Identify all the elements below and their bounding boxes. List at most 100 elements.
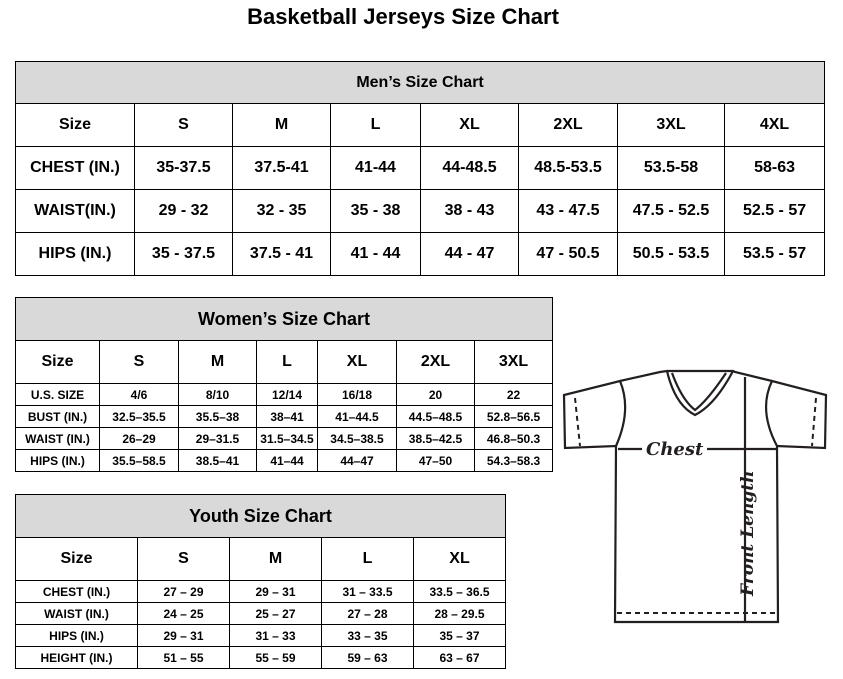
header-row: Size S M L XL 2XL 3XL 4XL xyxy=(15,103,826,147)
table-cell: S xyxy=(99,340,179,384)
row-label: Size xyxy=(15,340,100,384)
table-cell: 35.5–38 xyxy=(178,405,257,428)
table-cell: 29–31.5 xyxy=(178,427,257,450)
table-cell: 27 – 28 xyxy=(321,602,414,625)
table-cell: 2XL xyxy=(518,103,618,147)
table-cell: 12/14 xyxy=(256,383,318,406)
table-cell: 27 – 29 xyxy=(137,580,230,603)
table-cell: 29 - 32 xyxy=(134,189,233,233)
table-row: CHEST (IN.) 35-37.5 37.5-41 41-44 44-48.5 48.… xyxy=(15,146,826,190)
row-label: HEIGHT (IN.) xyxy=(15,646,138,669)
table-cell: L xyxy=(256,340,318,384)
table-cell: 8/10 xyxy=(178,383,257,406)
table-cell: S xyxy=(134,103,233,147)
table-cell: 59 – 63 xyxy=(321,646,414,669)
womens-size-table: Women’s Size Chart Size S M L XL 2XL 3XL U.S. SI… xyxy=(14,297,554,472)
table-cell: 29 – 31 xyxy=(137,624,230,647)
table-cell: 63 – 67 xyxy=(412,646,507,669)
table-cell: 52.5 - 57 xyxy=(723,189,826,233)
table-cell: L xyxy=(321,537,414,581)
table-cell: 58-63 xyxy=(723,146,826,190)
table-cell: 38.5–41 xyxy=(178,449,257,472)
table-cell: 3XL xyxy=(473,340,554,384)
table-cell: 38 - 43 xyxy=(420,189,519,233)
table-cell: 51 – 55 xyxy=(137,646,230,669)
table-cell: 55 – 59 xyxy=(229,646,322,669)
youth-table-title: Youth Size Chart xyxy=(14,494,507,538)
row-label: BUST (IN.) xyxy=(15,405,100,428)
mens-table-title: Men’s Size Chart xyxy=(14,61,826,104)
table-cell: 33 – 35 xyxy=(321,624,414,647)
table-cell: XL xyxy=(420,103,519,147)
page-title: Basketball Jerseys Size Chart xyxy=(247,4,559,29)
youth-size-table: Youth Size Chart Size S M L XL CHEST (IN.) 27 –… xyxy=(14,494,507,669)
table-cell: L xyxy=(330,103,421,147)
table-cell: 48.5-53.5 xyxy=(518,146,618,190)
table-cell: 53.5-58 xyxy=(617,146,725,190)
table-cell: 3XL xyxy=(617,103,725,147)
table-cell: 44-48.5 xyxy=(420,146,519,190)
table-cell: 31 – 33 xyxy=(229,624,322,647)
table-cell: 29 – 31 xyxy=(229,580,322,603)
table-cell: 43 - 47.5 xyxy=(518,189,618,233)
row-label: Size xyxy=(15,103,135,147)
table-cell: 16/18 xyxy=(317,383,397,406)
table-cell: 44–47 xyxy=(317,449,397,472)
table-row: BUST (IN.) 32.5–35.5 35.5–38 38–41 41–44.5 44… xyxy=(15,405,554,428)
table-row: HIPS (IN.) 35.5–58.5 38.5–41 41–44 44–47 47–5… xyxy=(15,449,554,472)
row-label: HIPS (IN.) xyxy=(15,449,100,472)
table-cell: 22 xyxy=(473,383,554,406)
table-cell: 4XL xyxy=(723,103,826,147)
table-cell: 35 – 37 xyxy=(412,624,507,647)
row-label: U.S. SIZE xyxy=(15,383,100,406)
table-cell: 41–44 xyxy=(256,449,318,472)
table-cell: 32.5–35.5 xyxy=(99,405,179,428)
table-cell: 41-44 xyxy=(330,146,421,190)
table-row: CHEST (IN.) 27 – 29 29 – 31 31 – 33.5 33.5 –… xyxy=(15,580,507,603)
row-label: HIPS (IN.) xyxy=(15,232,135,276)
table-cell: 38.5–42.5 xyxy=(396,427,475,450)
table-cell: 31.5–34.5 xyxy=(256,427,318,450)
table-cell: 4/6 xyxy=(99,383,179,406)
table-cell: 32 - 35 xyxy=(232,189,331,233)
table-cell: 34.5–38.5 xyxy=(317,427,397,450)
table-cell: 47–50 xyxy=(396,449,475,472)
table-cell: M xyxy=(232,103,331,147)
row-label: CHEST (IN.) xyxy=(15,580,138,603)
table-cell: 25 – 27 xyxy=(229,602,322,625)
row-label: WAIST (IN.) xyxy=(15,602,138,625)
table-cell: 50.5 - 53.5 xyxy=(617,232,725,276)
table-row: HIPS (IN.) 35 - 37.5 37.5 - 41 41 - 44 44 - … xyxy=(15,232,826,276)
table-cell: S xyxy=(137,537,230,581)
table-cell: 44.5–48.5 xyxy=(396,405,475,428)
table-cell: XL xyxy=(412,537,507,581)
table-cell: 37.5 - 41 xyxy=(232,232,331,276)
row-label: HIPS (IN.) xyxy=(15,624,138,647)
jersey-measurement-diagram: Chest Front Length xyxy=(562,369,828,624)
table-cell: 35.5–58.5 xyxy=(99,449,179,472)
table-cell: 38–41 xyxy=(256,405,318,428)
row-label: Size xyxy=(15,537,138,581)
table-cell: 53.5 - 57 xyxy=(723,232,826,276)
womens-table-title: Women’s Size Chart xyxy=(14,297,554,341)
table-cell: 47.5 - 52.5 xyxy=(617,189,725,233)
table-row: U.S. SIZE 4/6 8/10 12/14 16/18 20 22 xyxy=(15,383,554,406)
table-cell: M xyxy=(178,340,257,384)
table-cell: 41 - 44 xyxy=(330,232,421,276)
table-cell: 46.8–50.3 xyxy=(473,427,554,450)
header-row: Size S M L XL 2XL 3XL xyxy=(15,340,554,384)
row-label: WAIST(IN.) xyxy=(15,189,135,233)
table-row: HIPS (IN.) 29 – 31 31 – 33 33 – 35 35 – 37 xyxy=(15,624,507,647)
table-row: HEIGHT (IN.) 51 – 55 55 – 59 59 – 63 63 – 67 xyxy=(15,646,507,669)
table-cell: 35-37.5 xyxy=(134,146,233,190)
table-row: WAIST(IN.) 29 - 32 32 - 35 35 - 38 38 - 43 43… xyxy=(15,189,826,233)
table-cell: 47 - 50.5 xyxy=(518,232,618,276)
table-cell: 41–44.5 xyxy=(317,405,397,428)
table-cell: 54.3–58.3 xyxy=(473,449,554,472)
table-cell: 35 - 37.5 xyxy=(134,232,233,276)
chest-label: Chest xyxy=(646,439,704,460)
table-row: WAIST (IN.) 24 – 25 25 – 27 27 – 28 28 – 29.… xyxy=(15,602,507,625)
table-cell: 37.5-41 xyxy=(232,146,331,190)
table-cell: 33.5 – 36.5 xyxy=(412,580,507,603)
table-cell: 26–29 xyxy=(99,427,179,450)
